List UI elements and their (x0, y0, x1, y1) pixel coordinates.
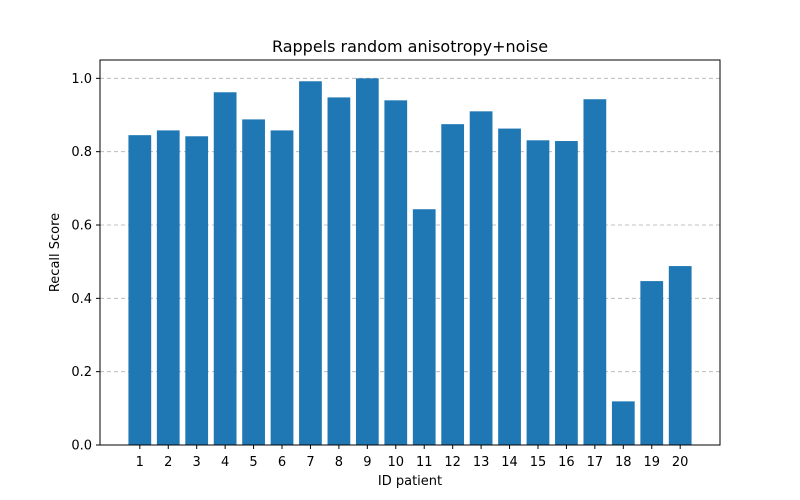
x-tick-label: 4 (221, 455, 229, 470)
bar-patient-10 (384, 100, 408, 445)
x-tick-label: 5 (249, 455, 257, 470)
y-tick-label: 0.4 (71, 292, 92, 307)
bar-patient-14 (498, 128, 521, 446)
bar-patient-18 (611, 401, 635, 445)
bar-patient-1 (128, 135, 152, 445)
bar-patient-15 (526, 140, 550, 446)
bar-patient-12 (441, 124, 465, 446)
plot-frame (99, 59, 721, 446)
bars (128, 78, 692, 446)
x-tick-label: 18 (615, 455, 632, 470)
y-axis-label: Recall Score (48, 213, 63, 292)
y-axis-ticks: 0.0 0.2 0.4 0.6 0.8 1.0 (71, 72, 100, 454)
bar-patient-20 (668, 266, 692, 445)
y-tick-label: 0.6 (71, 219, 92, 234)
bar-patient-13 (469, 111, 493, 445)
x-tick-label: 12 (444, 455, 461, 470)
bar-patient-17 (583, 99, 607, 445)
x-tick-label: 2 (164, 455, 172, 470)
x-tick-label: 10 (388, 455, 405, 470)
x-axis-ticks: 1 2 3 4 5 6 7 8 9 10 11 12 13 14 15 16 17 18 19 20 (136, 445, 689, 470)
bar-patient-6 (270, 130, 294, 445)
x-tick-label: 7 (306, 455, 314, 470)
x-tick-label: 13 (473, 455, 490, 470)
bar-patient-4 (213, 92, 237, 446)
bar-patient-9 (355, 78, 379, 445)
y-tick-label: 0.2 (71, 365, 92, 380)
x-tick-label: 20 (672, 455, 689, 470)
x-tick-label: 16 (558, 455, 575, 470)
x-tick-label: 11 (416, 455, 433, 470)
bar-patient-16 (555, 141, 578, 446)
x-tick-label: 8 (335, 455, 343, 470)
bar-patient-11 (412, 209, 436, 445)
bar-patient-5 (242, 119, 265, 446)
x-tick-label: 1 (136, 455, 144, 470)
x-tick-label: 6 (278, 455, 286, 470)
y-tick-label: 0.0 (71, 439, 92, 454)
x-tick-label: 14 (501, 455, 518, 470)
x-axis-label: ID patient (378, 474, 442, 489)
y-tick-label: 1.0 (71, 72, 92, 87)
x-tick-label: 15 (530, 455, 547, 470)
bar-patient-19 (640, 281, 664, 445)
x-tick-label: 19 (643, 455, 660, 470)
x-tick-label: 3 (193, 455, 201, 470)
x-tick-label: 17 (587, 455, 604, 470)
bar-patient-3 (185, 136, 209, 445)
chart-title: Rappels random anisotropy+noise (272, 37, 548, 56)
x-tick-label: 9 (363, 455, 371, 470)
bar-patient-7 (299, 81, 322, 446)
bar-patient-2 (156, 130, 180, 445)
grid-lines (100, 77, 720, 373)
y-tick-label: 0.8 (71, 145, 92, 160)
bar-patient-8 (327, 97, 351, 446)
